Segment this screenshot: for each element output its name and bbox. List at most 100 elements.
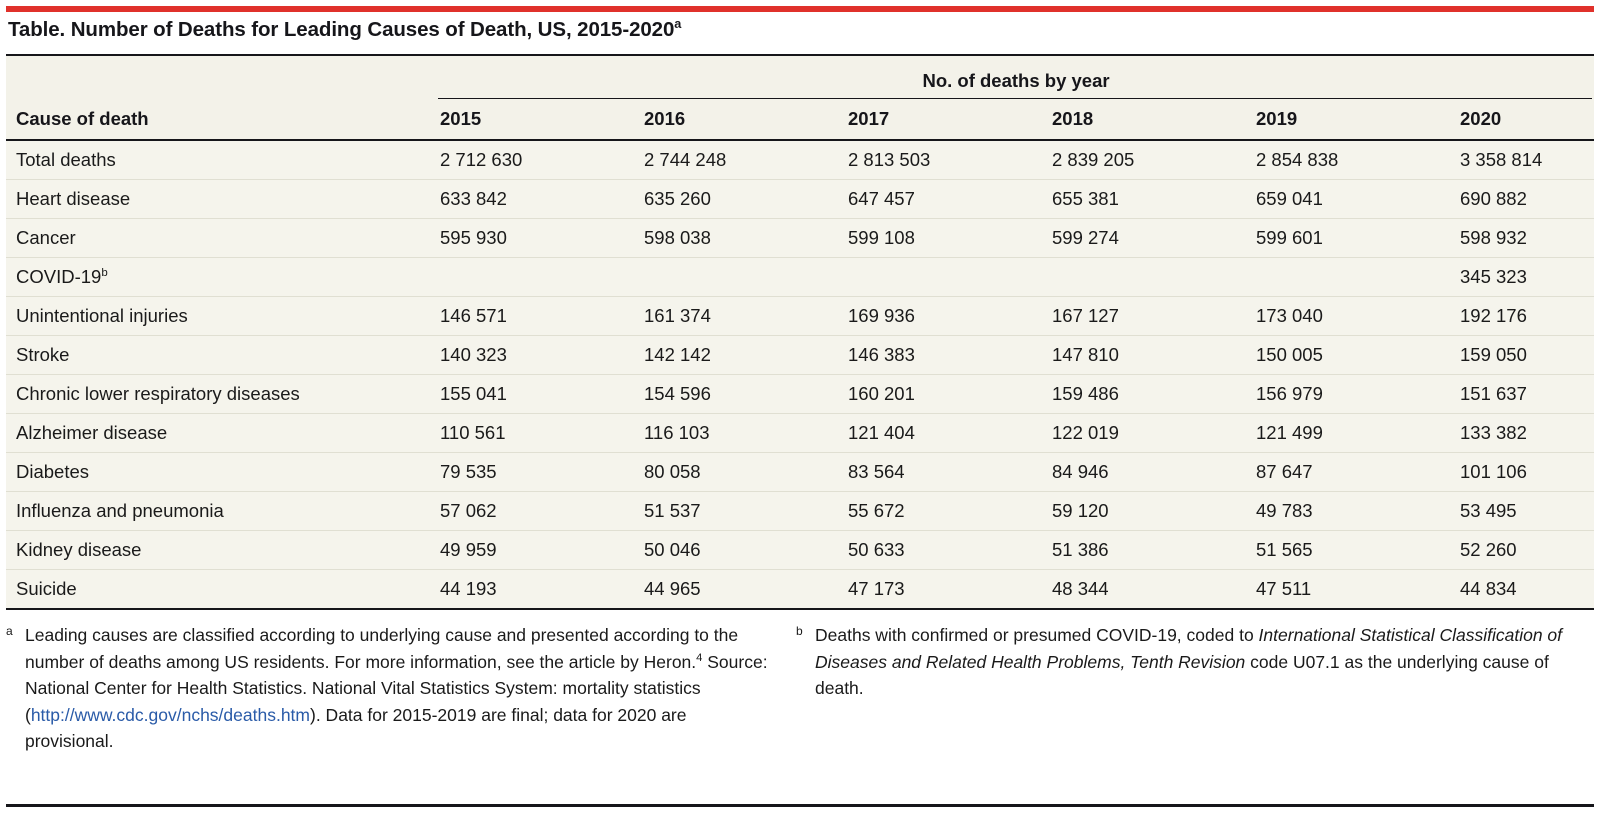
table-row: Total deaths 2 712 630 2 744 248 2 813 503 2… [6,140,1595,180]
table-body: Total deaths 2 712 630 2 744 248 2 813 503 2… [6,140,1595,608]
cell-2018: 167 127 [1050,296,1254,336]
cause-label: Alzheimer disease [16,422,168,443]
spanner-label: No. of deaths by year [438,56,1593,99]
cell-2015: 146 571 [438,296,642,336]
table-row: Heart disease 633 842 635 260 647 457 655 38… [6,179,1595,219]
cell-2019: 173 040 [1254,296,1458,336]
cell-2015: 2 712 630 [438,140,642,180]
table-row: Kidney disease 49 959 50 046 50 633 51 386 51… [6,530,1595,570]
cell-2016: 598 038 [642,218,846,258]
cell-2018: 147 810 [1050,335,1254,375]
cell-2019: 156 979 [1254,374,1458,414]
cause-label: Kidney disease [16,539,142,560]
cause-label: Unintentional injuries [16,305,188,326]
cause-label: COVID-19 [16,266,102,287]
cell-2018: 599 274 [1050,218,1254,258]
cause-label: Cancer [16,227,76,248]
column-header-cause: Cause of death [6,99,438,141]
accent-rule-top [6,6,1594,12]
cell-2020: 3 358 814 [1458,140,1595,180]
cause-label: Influenza and pneumonia [16,500,224,521]
cell-2017: 83 564 [846,452,1050,492]
footnote-column-right: b Deaths with confirmed or presumed COVID… [796,622,1594,755]
table-row: Diabetes 79 535 80 058 83 564 84 946 87 647 10… [6,452,1595,492]
footnote-a-marker: a [6,623,13,638]
column-header-2015: 2015 [438,99,642,141]
cell-2020: 44 834 [1458,569,1595,608]
spanner-empty-cell [6,56,438,99]
cell-2016: 161 374 [642,296,846,336]
title-footnote-marker: a [674,16,682,32]
column-header-2019: 2019 [1254,99,1458,141]
footnote-a-reference: 4 [696,651,703,664]
cell-2017 [846,257,1050,297]
footnote-a-part3: ). Data for 2015-2019 are final; data fo… [25,704,687,752]
table-row: Chronic lower respiratory diseases 155 04… [6,374,1595,414]
table-title-text: Table. Number of Deaths for Leading Caus… [8,18,675,41]
page-title: Table. Number of Deaths for Leading Caus… [8,16,1568,42]
cell-2020: 690 882 [1458,179,1595,219]
column-header-2020: 2020 [1458,99,1595,141]
cell-2018: 84 946 [1050,452,1254,492]
cell-2019: 51 565 [1254,530,1458,570]
footnote-b-marker: b [796,623,803,638]
cause-label: Total deaths [16,149,116,170]
cause-label: Suicide [16,578,77,599]
cell-2018: 48 344 [1050,569,1254,608]
cell-cause: Alzheimer disease [6,413,438,453]
cell-2015: 79 535 [438,452,642,492]
cell-2020: 133 382 [1458,413,1595,453]
cell-2019: 49 783 [1254,491,1458,531]
cell-2017: 599 108 [846,218,1050,258]
cell-2015 [438,257,642,297]
cell-2018: 59 120 [1050,491,1254,531]
cell-2015: 140 323 [438,335,642,375]
column-header-2018: 2018 [1050,99,1254,141]
cell-2017: 169 936 [846,296,1050,336]
table-row: Alzheimer disease 110 561 116 103 121 404 12… [6,413,1595,453]
cell-2017: 146 383 [846,335,1050,375]
table-row: Unintentional injuries 146 571 161 374 169 … [6,296,1595,336]
footnote-b-italic-title: International Statistical Classification… [815,625,1563,672]
cell-2018: 655 381 [1050,179,1254,219]
cell-2018: 122 019 [1050,413,1254,453]
cell-2015: 57 062 [438,491,642,531]
cell-2016: 51 537 [642,491,846,531]
cdc-link[interactable]: http://www.cdc.gov/nchs/deaths.htm [30,704,310,725]
table-row: COVID-19b 345 323 [6,257,1595,297]
cell-2018: 2 839 205 [1050,140,1254,180]
cell-cause: Total deaths [6,140,438,180]
cell-2020: 159 050 [1458,335,1595,375]
cell-2016: 80 058 [642,452,846,492]
cell-2019: 47 511 [1254,569,1458,608]
cell-2017: 160 201 [846,374,1050,414]
cell-2016: 44 965 [642,569,846,608]
cell-2020: 192 176 [1458,296,1595,336]
cell-cause: Influenza and pneumonia [6,491,438,531]
cell-cause: Kidney disease [6,530,438,570]
cell-2019: 87 647 [1254,452,1458,492]
cell-2016: 116 103 [642,413,846,453]
table-row: Stroke 140 323 142 142 146 383 147 810 150 00… [6,335,1595,375]
cause-label: Chronic lower respiratory diseases [16,383,300,404]
spanner-header-cell: No. of deaths by year [438,56,1595,99]
cell-2020: 53 495 [1458,491,1595,531]
footnote-b-part2: code U07.1 as the underlying cause of de… [815,651,1549,699]
table-row: Cancer 595 930 598 038 599 108 599 274 599 60… [6,218,1595,258]
data-table-container: No. of deaths by year Cause of death 201… [6,54,1595,610]
cell-2015: 155 041 [438,374,642,414]
footnote-b: b Deaths with confirmed or presumed COVID… [796,622,1594,702]
cell-2019: 150 005 [1254,335,1458,375]
cell-2016: 154 596 [642,374,846,414]
column-header-2016: 2016 [642,99,846,141]
cell-2017: 50 633 [846,530,1050,570]
cell-2017: 47 173 [846,569,1050,608]
cell-2019: 599 601 [1254,218,1458,258]
cell-2015: 44 193 [438,569,642,608]
cell-2018: 159 486 [1050,374,1254,414]
cause-footnote-marker: b [101,266,108,279]
footnote-b-part1: Deaths with confirmed or presumed COVID-… [815,625,1259,645]
cell-2017: 647 457 [846,179,1050,219]
cell-2018 [1050,257,1254,297]
cell-2020: 52 260 [1458,530,1595,570]
